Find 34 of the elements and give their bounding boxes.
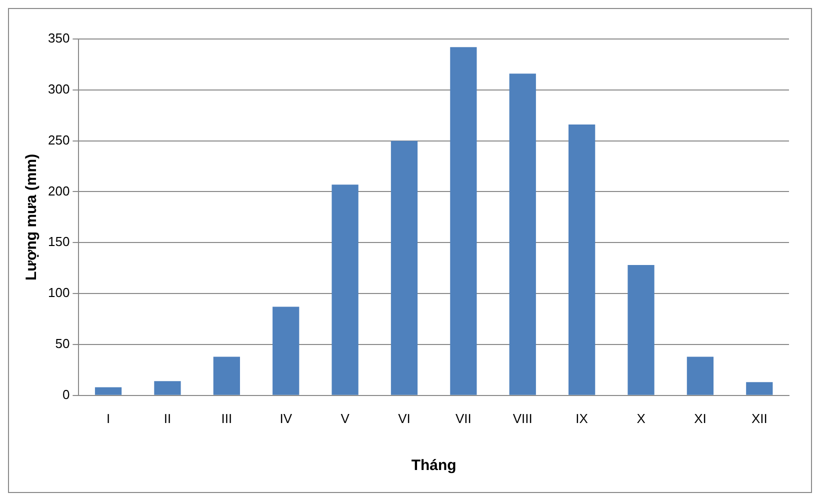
x-tick-label: III (221, 410, 232, 426)
bar (154, 381, 181, 395)
x-axis-title: Tháng (411, 457, 456, 474)
bar (390, 140, 418, 395)
bar (94, 387, 122, 395)
bar (213, 356, 240, 395)
y-tick-label: 300 (48, 81, 70, 96)
y-tick-label: 100 (48, 285, 70, 300)
bar (746, 382, 773, 395)
y-tick-label: 250 (48, 132, 70, 148)
x-tick-label: V (340, 410, 350, 426)
x-tick-label: II (164, 410, 172, 426)
x-tick-label: X (636, 410, 646, 426)
bar (272, 306, 300, 395)
x-tick-label: IV (280, 410, 292, 426)
x-tick-label: I (106, 410, 110, 426)
y-tick-label: 0 (62, 386, 70, 402)
y-tick-label: 50 (55, 336, 70, 352)
bar (568, 124, 596, 395)
bar (686, 356, 714, 395)
bar (628, 265, 654, 395)
bar (509, 74, 536, 395)
x-tick-label: VIII (512, 410, 532, 426)
x-tick-label: VII (455, 410, 472, 426)
x-tick-label: XI (694, 410, 706, 426)
x-tick-label: XII (751, 410, 768, 426)
bar (450, 47, 477, 395)
bar (332, 184, 358, 395)
x-tick-label: VI (398, 410, 410, 426)
y-axis-title: Lượng mưa (mm) (23, 154, 40, 280)
y-tick-label: 150 (48, 234, 70, 250)
x-tick-label: IX (576, 410, 588, 426)
y-tick-label: 350 (48, 30, 70, 46)
y-tick-label: 200 (48, 183, 70, 198)
